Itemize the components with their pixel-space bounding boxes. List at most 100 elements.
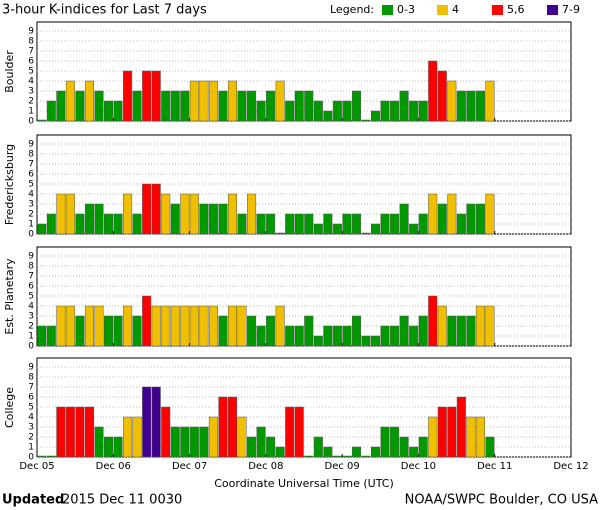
y-tick-label: 1 <box>28 332 34 342</box>
bar <box>409 446 419 458</box>
bar <box>180 426 190 458</box>
bar <box>447 193 457 235</box>
bar <box>46 100 56 122</box>
y-tick-label: 2 <box>28 433 34 443</box>
bar <box>170 203 180 235</box>
bar <box>447 315 457 347</box>
bar <box>123 193 133 235</box>
bar <box>380 325 390 347</box>
legend-swatch <box>437 5 448 15</box>
bar <box>113 315 123 347</box>
y-tick-label: 1 <box>28 220 34 230</box>
y-tick-label: 8 <box>28 37 34 47</box>
legend-label: 0-3 <box>397 3 415 16</box>
bar <box>390 426 400 458</box>
x-tick-label: Dec 09 <box>325 461 360 472</box>
bar <box>151 183 161 235</box>
x-axis-label: Coordinate Universal Time (UTC) <box>214 477 394 490</box>
y-axis-label: Fredericksburg <box>3 144 16 225</box>
bar <box>342 213 352 235</box>
bar <box>37 119 47 122</box>
bar <box>437 70 447 122</box>
bar <box>380 426 390 458</box>
bar <box>294 90 304 122</box>
bar <box>313 100 323 122</box>
y-tick-label: 9 <box>28 252 34 262</box>
bar <box>351 315 361 347</box>
bar <box>37 325 47 347</box>
bar <box>285 213 295 235</box>
bar <box>371 446 381 458</box>
bar <box>180 193 190 235</box>
bar <box>266 213 276 235</box>
legend-label: 5,6 <box>507 3 525 16</box>
bar <box>170 305 180 347</box>
bar <box>104 100 114 122</box>
footer-source: NOAA/SWPC Boulder, CO USA <box>405 493 598 508</box>
bar <box>237 416 247 458</box>
bar <box>485 305 495 347</box>
y-tick-label: 8 <box>28 262 34 272</box>
bar <box>237 213 247 235</box>
bar <box>456 315 466 347</box>
bar <box>285 406 295 458</box>
bar <box>342 455 352 458</box>
bar <box>123 416 133 458</box>
bar <box>447 406 457 458</box>
bar <box>266 90 276 122</box>
bar <box>132 315 142 347</box>
y-tick-label: 5 <box>28 292 34 302</box>
bar <box>371 223 381 235</box>
bar <box>351 90 361 122</box>
footer-label: Updated <box>2 493 64 508</box>
legend-swatch <box>492 5 503 15</box>
bar <box>466 315 476 347</box>
bar <box>37 455 47 458</box>
bar <box>113 100 123 122</box>
bar <box>37 223 47 235</box>
bar <box>56 406 66 458</box>
bar <box>161 90 171 122</box>
bar <box>75 315 85 347</box>
y-tick-label: 0 <box>28 342 34 352</box>
bar <box>323 110 333 122</box>
bar <box>132 213 142 235</box>
bar <box>428 193 438 235</box>
y-tick-label: 9 <box>28 140 34 150</box>
bar <box>247 436 257 458</box>
bar <box>65 80 75 122</box>
bar <box>256 213 266 235</box>
legend-title: Legend: <box>330 3 374 16</box>
x-tick-label: Dec 07 <box>172 461 207 472</box>
bar <box>189 305 199 347</box>
bar <box>437 203 447 235</box>
bar <box>84 80 94 122</box>
x-tick-label: Dec 06 <box>96 461 131 472</box>
bar <box>227 305 237 347</box>
bar <box>199 203 209 235</box>
y-tick-label: 6 <box>28 393 34 403</box>
bar <box>151 70 161 122</box>
y-tick-label: 5 <box>28 67 34 77</box>
bar <box>371 110 381 122</box>
bar <box>94 203 104 235</box>
bar <box>399 203 409 235</box>
bar <box>94 305 104 347</box>
bar <box>151 305 161 347</box>
bar <box>275 232 285 235</box>
y-tick-label: 7 <box>28 272 34 282</box>
bar <box>332 100 342 122</box>
bar <box>208 203 218 235</box>
bar <box>218 203 228 235</box>
y-tick-label: 6 <box>28 57 34 67</box>
y-tick-label: 4 <box>28 413 34 423</box>
bar <box>161 406 171 458</box>
bar <box>485 193 495 235</box>
bar <box>475 305 485 347</box>
y-tick-label: 0 <box>28 230 34 240</box>
bar <box>218 396 228 458</box>
bar <box>418 436 428 458</box>
bar <box>361 455 371 458</box>
x-tick-label: Dec 05 <box>19 461 54 472</box>
